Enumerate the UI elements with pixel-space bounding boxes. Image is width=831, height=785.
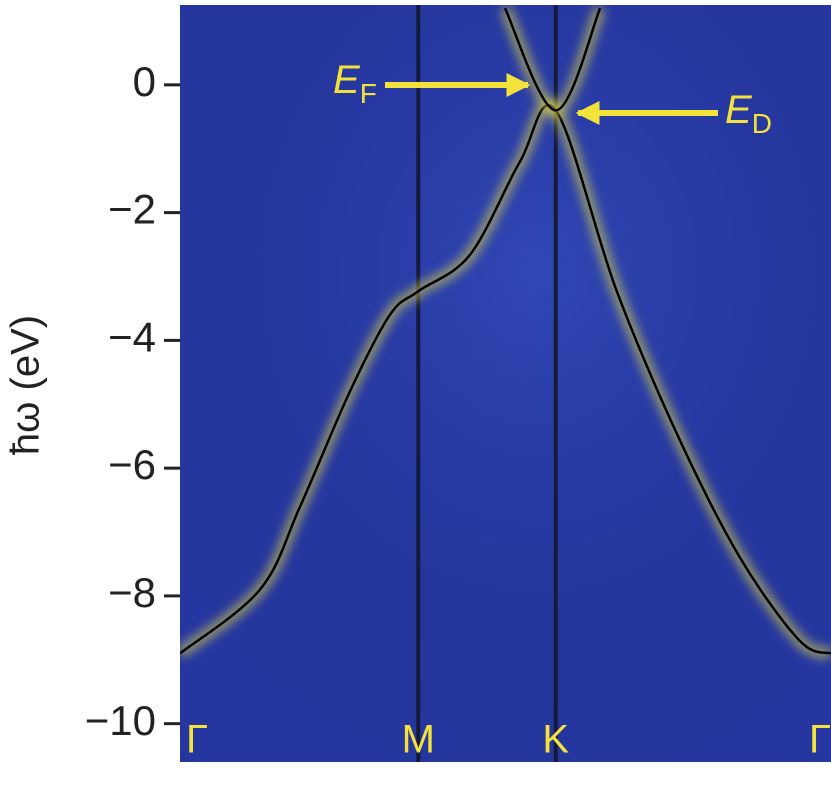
- y-axis-title: ħω (eV): [4, 315, 48, 455]
- annotation-ed: ED: [725, 88, 772, 140]
- annotations: EF ED: [333, 58, 772, 140]
- y-tick-label: −2: [108, 186, 156, 233]
- k-point-label: Γ: [186, 718, 208, 762]
- annotation-subscript: F: [360, 78, 377, 109]
- annotation-text: E: [333, 58, 361, 102]
- y-tick-label: −8: [108, 569, 156, 616]
- y-tick-label: −10: [85, 697, 156, 744]
- band-line: [503, 7, 602, 112]
- annotation-ef: EF: [333, 58, 377, 110]
- y-tick-label: −6: [108, 441, 156, 488]
- y-tick-label: 0: [133, 58, 156, 105]
- k-point-label: K: [542, 718, 569, 762]
- k-point-label: Γ: [809, 718, 831, 762]
- k-point-label: M: [402, 718, 435, 762]
- band-line: [180, 103, 831, 655]
- y-tick-label: −4: [108, 313, 156, 360]
- annotation-subscript: D: [752, 108, 772, 139]
- plot-haze: [180, 5, 831, 762]
- plot-area: [180, 5, 831, 762]
- annotation-text: E: [725, 88, 753, 132]
